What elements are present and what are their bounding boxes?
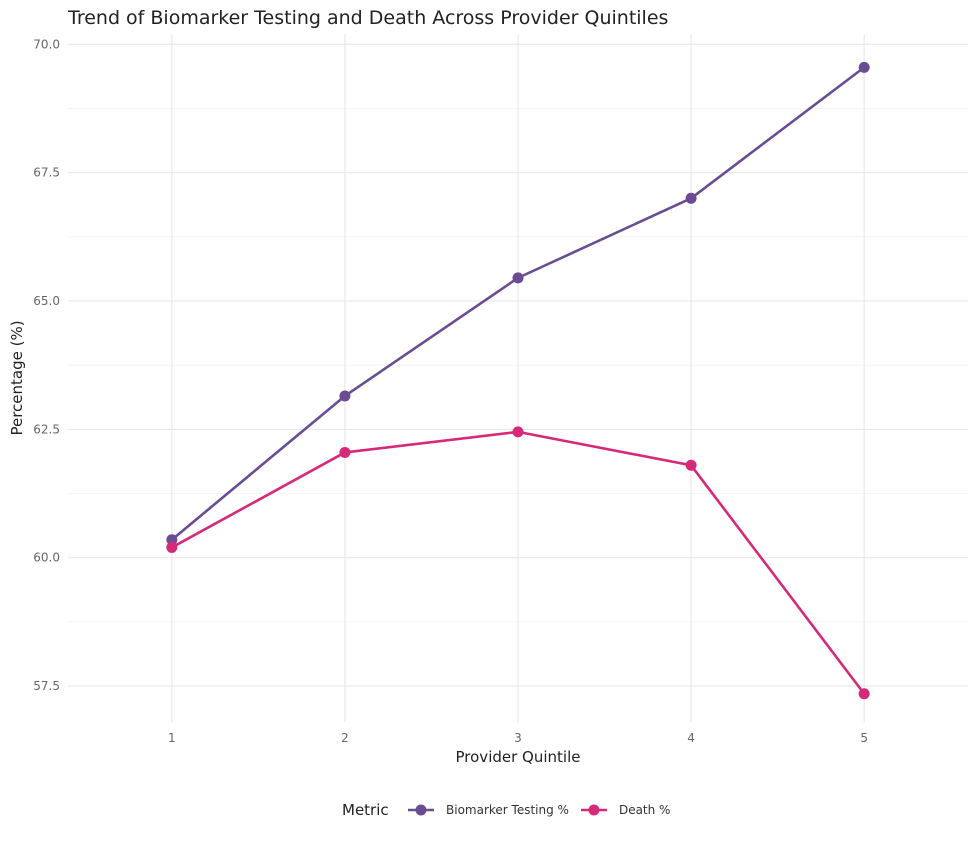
y-axis-title: Percentage (%) (8, 320, 26, 435)
y-tick-label: 57.5 (33, 679, 60, 693)
y-tick-label: 67.5 (33, 166, 60, 180)
y-tick-label: 62.5 (33, 422, 60, 436)
grid (68, 34, 968, 722)
x-tick-label: 5 (860, 731, 868, 745)
legend-key-point (588, 804, 600, 816)
data-point (166, 534, 178, 546)
data-point (685, 192, 697, 204)
legend-label: Death % (619, 803, 671, 817)
y-tick-label: 70.0 (33, 37, 60, 51)
data-point (166, 541, 178, 553)
x-axis-ticks: 1 2 3 4 5 (168, 731, 868, 745)
x-tick-label: 2 (341, 731, 349, 745)
legend-label: Biomarker Testing % (446, 803, 569, 817)
data-point (512, 272, 524, 284)
data-point (858, 61, 870, 73)
data-point (512, 426, 524, 438)
x-tick-label: 4 (687, 731, 695, 745)
legend: Metric Biomarker Testing % Death % (342, 801, 670, 819)
data-point (339, 446, 351, 458)
x-tick-label: 1 (168, 731, 176, 745)
legend-title: Metric (342, 801, 389, 819)
x-tick-label: 3 (514, 731, 522, 745)
x-axis-title: Provider Quintile (456, 748, 581, 766)
y-tick-label: 65.0 (33, 294, 60, 308)
chart-title: Trend of Biomarker Testing and Death Acr… (67, 7, 668, 29)
data-point (685, 459, 697, 471)
data-point (858, 688, 870, 700)
legend-key-point (415, 804, 427, 816)
series-group (166, 61, 870, 700)
data-point (339, 390, 351, 402)
y-axis-ticks: 57.5 60.0 62.5 65.0 67.5 70.0 (33, 37, 60, 693)
y-tick-label: 60.0 (33, 551, 60, 565)
